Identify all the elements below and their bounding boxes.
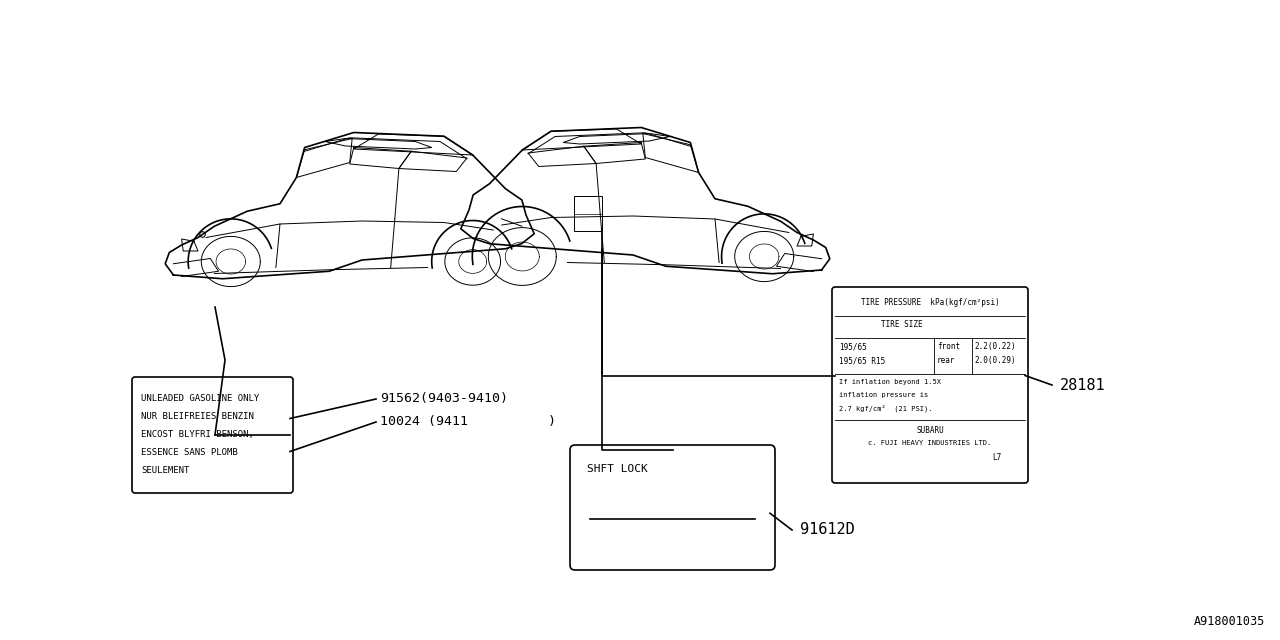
Text: A918001035: A918001035 — [1194, 615, 1265, 628]
Text: SHFT LOCK: SHFT LOCK — [588, 464, 648, 474]
FancyBboxPatch shape — [832, 287, 1028, 483]
Text: c. FUJI HEAVY INDUSTRIES LTD.: c. FUJI HEAVY INDUSTRIES LTD. — [868, 440, 992, 446]
Text: 195/65 R15: 195/65 R15 — [838, 356, 886, 365]
Text: ESSENCE SANS PLOMB: ESSENCE SANS PLOMB — [141, 448, 238, 457]
Bar — [573, 196, 602, 231]
Text: NUR BLEIFREIES BENZIN: NUR BLEIFREIES BENZIN — [141, 412, 253, 421]
Text: 195/65: 195/65 — [838, 342, 867, 351]
Text: SUBARU: SUBARU — [916, 426, 943, 435]
Text: 28181: 28181 — [1060, 378, 1106, 392]
Text: 91562(9403-9410): 91562(9403-9410) — [380, 392, 508, 405]
Text: TIRE PRESSURE  kPa(kgf/cm²psi): TIRE PRESSURE kPa(kgf/cm²psi) — [860, 298, 1000, 307]
Text: ENCOST BLYFRI BENSON,: ENCOST BLYFRI BENSON, — [141, 430, 253, 439]
Text: If inflation beyond 1.5X: If inflation beyond 1.5X — [838, 379, 941, 385]
Text: 2.7 kgf/cm²  (21 PSI).: 2.7 kgf/cm² (21 PSI). — [838, 405, 933, 413]
Text: front: front — [937, 342, 960, 351]
FancyBboxPatch shape — [132, 377, 293, 493]
Text: SEULEMENT: SEULEMENT — [141, 466, 189, 475]
Text: 2.2(0.22): 2.2(0.22) — [975, 342, 1016, 351]
Text: L7: L7 — [992, 453, 1001, 462]
Text: inflation pressure is: inflation pressure is — [838, 392, 928, 398]
Text: 10024 (9411          ): 10024 (9411 ) — [380, 415, 556, 428]
Text: rear: rear — [937, 356, 955, 365]
Text: UNLEADED GASOLINE ONLY: UNLEADED GASOLINE ONLY — [141, 394, 260, 403]
Text: TIRE SIZE: TIRE SIZE — [881, 320, 923, 329]
Text: 2.0(0.29): 2.0(0.29) — [975, 356, 1016, 365]
Text: 91612D: 91612D — [800, 522, 855, 538]
FancyBboxPatch shape — [570, 445, 774, 570]
